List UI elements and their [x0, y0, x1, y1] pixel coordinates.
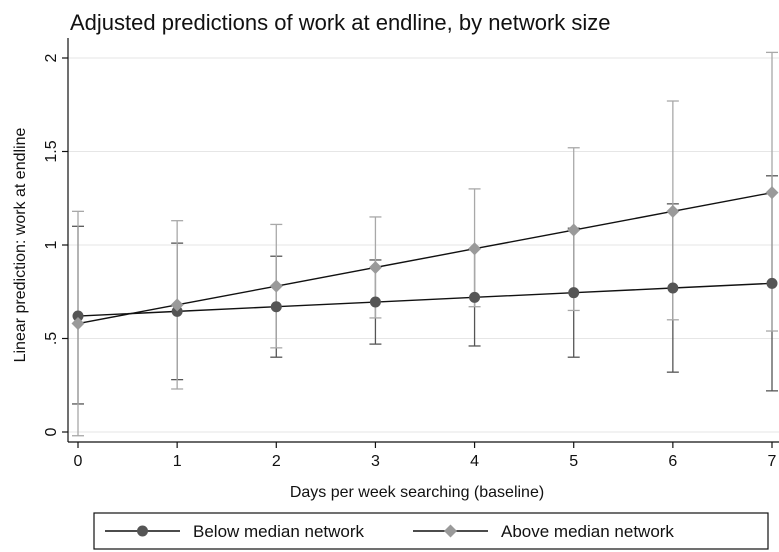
axes: 0 .5 1 1.5 2 0 1 2 3 4 5 6 7 [43, 38, 779, 470]
x-tick-label: 6 [668, 453, 677, 470]
x-tick-label: 0 [74, 453, 83, 470]
data-point [368, 260, 382, 274]
data-point [71, 317, 85, 331]
data-point [766, 277, 778, 289]
legend-marker [137, 525, 148, 537]
x-tick-label: 2 [272, 453, 281, 470]
data-point [469, 291, 481, 303]
series-markers [71, 186, 779, 331]
legend: Below median network Above median network [93, 512, 769, 550]
y-tick-label: 0 [43, 427, 60, 436]
y-tick-label: 2 [43, 53, 60, 62]
data-point [269, 279, 283, 293]
data-point [568, 287, 580, 299]
series-lines [77, 191, 773, 325]
y-axis-title: Linear prediction: work at endline [12, 128, 29, 363]
data-point [170, 298, 184, 312]
data-point [667, 282, 679, 294]
data-point [72, 310, 84, 322]
data-point [468, 242, 482, 256]
data-point [270, 301, 282, 313]
x-tick-label: 4 [470, 453, 479, 470]
chart-title: Adjusted predictions of work at endline,… [70, 10, 611, 35]
series-line [77, 282, 773, 317]
y-tick-label: 1 [43, 240, 60, 249]
legend-marker [444, 524, 457, 538]
data-point [369, 296, 381, 308]
series-line [77, 191, 773, 325]
data-point [171, 305, 183, 317]
x-tick-label: 5 [569, 453, 578, 470]
x-tick-label: 1 [173, 453, 182, 470]
legend-label: Below median network [193, 522, 365, 541]
y-tick-label: 1.5 [43, 140, 60, 162]
y-tick-label: .5 [43, 332, 60, 345]
data-point [765, 186, 779, 200]
x-tick-label: 3 [371, 453, 380, 470]
grid-lines [68, 57, 779, 433]
legend-label: Above median network [501, 522, 674, 541]
confidence-intervals [72, 51, 778, 437]
data-point [567, 223, 581, 237]
x-axis-title: Days per week searching (baseline) [290, 484, 544, 501]
x-tick-label: 7 [768, 453, 777, 470]
data-point [666, 204, 680, 218]
